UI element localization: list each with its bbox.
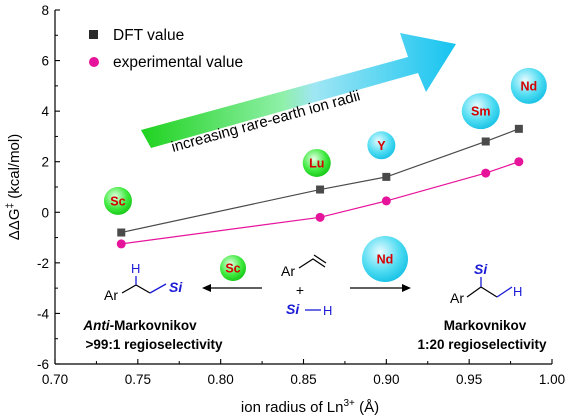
ion-labels: Sc Lu Y Sm Nd xyxy=(103,67,547,215)
left-product-ar: Ar xyxy=(104,287,118,303)
right-product-h: H xyxy=(513,284,522,299)
y-tick-label: 8 xyxy=(41,3,49,18)
ion-bubble-nd xyxy=(510,67,547,104)
x-tick-label: 0.90 xyxy=(373,372,399,387)
ion-bubble-y xyxy=(367,131,396,160)
y-tick-label: -4 xyxy=(37,306,49,321)
left-product-h: H xyxy=(131,261,140,276)
experimental-point xyxy=(116,239,126,249)
x-tick-label: 0.70 xyxy=(42,372,68,387)
substrate-vinyl-bond xyxy=(298,258,326,269)
x-tick-label: 1.00 xyxy=(539,372,565,387)
plus-sign: + xyxy=(296,282,304,298)
legend: DFT value experimental value xyxy=(89,27,243,71)
right-product-selectivity: 1:20 regioselectivity xyxy=(417,337,547,352)
substrate-ar-label: Ar xyxy=(281,263,295,279)
dft-point xyxy=(117,228,126,237)
dft-point xyxy=(514,124,523,133)
right-product-chain xyxy=(466,286,498,298)
experimental-point xyxy=(514,157,524,167)
ion-label-sm: Sm xyxy=(471,105,490,119)
y-tick-label: 4 xyxy=(41,104,49,119)
ion-label-sc: Sc xyxy=(110,194,125,208)
right-product-si: Si xyxy=(474,261,488,277)
left-product-selectivity: >99:1 regioselectivity xyxy=(86,337,223,352)
legend-label-dft: DFT value xyxy=(113,27,184,44)
left-product-title: Anti-Markovnikov xyxy=(82,318,197,333)
nd-catalyst-label: Nd xyxy=(377,253,394,267)
experimental-point xyxy=(381,196,391,206)
legend-square-icon xyxy=(89,30,98,39)
reaction-scheme: Ar + Si H Sc Nd Ar H Si Ar Si H Anti-Mar… xyxy=(82,236,547,352)
x-axis-title: ion radius of Ln3+ (Å) xyxy=(241,398,379,416)
y-tick-label: -6 xyxy=(37,357,49,372)
y-tick-label: -2 xyxy=(37,256,49,271)
ion-bubble-lu xyxy=(302,148,331,177)
x-tick-label: 0.95 xyxy=(456,372,482,387)
experimental-point xyxy=(315,212,325,222)
experimental-point xyxy=(481,168,491,178)
ion-bubble-sc xyxy=(103,186,132,215)
x-tick-label: 0.80 xyxy=(208,372,234,387)
legend-label-experimental: experimental value xyxy=(113,54,243,71)
y-tick-label: 6 xyxy=(41,54,49,69)
series-layer xyxy=(116,124,524,249)
legend-circle-icon xyxy=(89,57,99,67)
y-axis-title: ΔΔG‡ (kcal/mol) xyxy=(5,134,23,240)
y-tick-label: 0 xyxy=(41,205,49,220)
x-axis-ticks: 0.70 0.75 0.80 0.85 0.90 0.95 1.00 xyxy=(42,359,565,387)
y-axis-ticks: -6 -4 -2 0 2 4 6 8 xyxy=(37,3,60,372)
nd-catalyst-bubble xyxy=(362,236,408,282)
left-product-si: Si xyxy=(169,279,183,295)
ion-label-y: Y xyxy=(377,139,386,153)
silane-si-label: Si xyxy=(286,301,300,317)
sc-catalyst-label: Sc xyxy=(225,262,240,276)
dft-point xyxy=(481,137,490,146)
silane-h-label: H xyxy=(323,303,332,318)
dft-point xyxy=(316,185,325,194)
left-product-chain xyxy=(121,284,151,294)
y-tick-label: 2 xyxy=(41,155,49,170)
x-tick-label: 0.75 xyxy=(125,372,151,387)
sc-catalyst-bubble xyxy=(220,255,246,281)
ion-label-nd: Nd xyxy=(520,79,537,93)
x-tick-label: 0.85 xyxy=(290,372,316,387)
right-product-title: Markovnikov xyxy=(444,318,527,333)
right-product-ar: Ar xyxy=(450,290,464,306)
ion-label-lu: Lu xyxy=(309,156,324,170)
ion-bubble-sm xyxy=(461,93,500,130)
dft-point xyxy=(382,172,391,181)
